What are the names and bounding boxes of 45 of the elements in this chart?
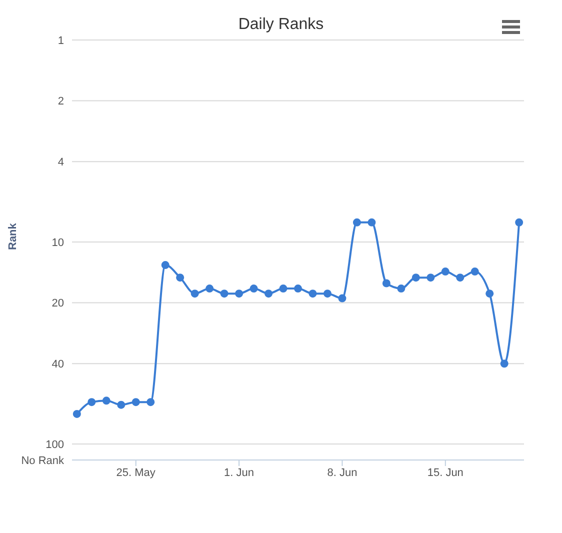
point xyxy=(146,398,155,406)
point xyxy=(441,268,450,276)
chart-title: Daily Ranks xyxy=(237,16,325,34)
point xyxy=(338,294,346,302)
point xyxy=(412,274,420,282)
point xyxy=(515,218,524,226)
point xyxy=(397,284,406,293)
point xyxy=(72,410,81,418)
y-tick-label: No Rank xyxy=(21,454,64,467)
point xyxy=(352,218,361,226)
x-tick-label: 15. Jun xyxy=(427,466,464,479)
y-tick-label: 40 xyxy=(52,358,64,371)
point xyxy=(486,290,494,298)
y-tick-label: 10 xyxy=(52,236,64,249)
y-tick-label: 20 xyxy=(52,298,64,310)
point xyxy=(235,290,244,298)
point xyxy=(190,290,199,298)
point xyxy=(88,398,96,406)
point xyxy=(426,274,435,282)
point xyxy=(456,274,464,282)
point xyxy=(382,279,390,288)
point xyxy=(308,290,317,298)
point xyxy=(117,400,126,409)
y-axis-title: Rank xyxy=(6,222,19,250)
point xyxy=(294,284,302,293)
point xyxy=(220,290,228,298)
point xyxy=(132,398,140,406)
point xyxy=(250,284,258,293)
point xyxy=(368,218,376,226)
x-tick-label: 1. Jun xyxy=(224,466,254,479)
x-tick-label: 8. Jun xyxy=(327,466,358,479)
point xyxy=(500,360,508,368)
point xyxy=(279,284,288,293)
point xyxy=(470,268,479,276)
y-tick-label: 1 xyxy=(58,34,64,47)
point xyxy=(206,284,214,293)
x-tick-label: 25. May xyxy=(116,466,156,479)
y-tick-label: 4 xyxy=(58,156,64,169)
point xyxy=(102,396,110,405)
y-tick-label: 2 xyxy=(58,96,64,108)
y-tick-label: 100 xyxy=(46,438,64,451)
point xyxy=(176,274,184,282)
point xyxy=(161,261,170,270)
point xyxy=(264,290,273,298)
point xyxy=(323,290,332,298)
